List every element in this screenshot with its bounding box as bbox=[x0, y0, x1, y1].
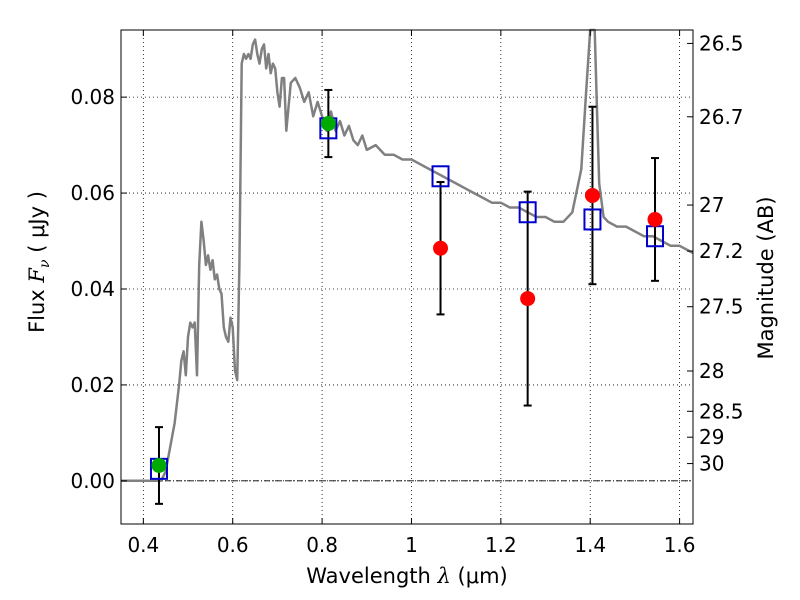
y2-tick-label-0: 26.5 bbox=[699, 31, 744, 55]
y2-tick-label-6: 28.5 bbox=[699, 399, 744, 423]
y2-tick-label-8: 30 bbox=[699, 452, 724, 476]
observed-point-4 bbox=[584, 187, 600, 203]
x-tick-label-0: 0.4 bbox=[127, 533, 159, 557]
y2-tick-label-5: 28 bbox=[699, 359, 724, 383]
y2-axis-label: Magnitude (AB) bbox=[754, 196, 778, 359]
y2-tick-labels: 26.5 26.7 27 27.2 27.5 28 28.529 30 bbox=[699, 31, 744, 475]
observed-point-1 bbox=[320, 116, 336, 132]
y-axis-label: Flux Fν ( μJy ) bbox=[25, 191, 53, 333]
x-tick-labels: 0.4 0.6 0.8 1 1.2 1.4 1.6 bbox=[127, 533, 695, 557]
grid-lines bbox=[121, 30, 693, 524]
model-band-square-2 bbox=[431, 165, 450, 188]
model-band-square-4 bbox=[583, 208, 602, 231]
axis-ticks bbox=[121, 30, 693, 524]
y2-tick-label-7: 29 bbox=[699, 425, 724, 449]
y-tick-labels: 0.00 0.02 0.04 0.06 0.08 bbox=[70, 85, 115, 493]
y-tick-label-2: 0.04 bbox=[70, 277, 115, 301]
y-tick-label-4: 0.08 bbox=[70, 85, 115, 109]
y-tick-label-3: 0.06 bbox=[70, 181, 115, 205]
model-spectrum-line bbox=[121, 28, 694, 483]
observed-points bbox=[151, 116, 663, 473]
observed-point-0 bbox=[151, 457, 167, 473]
model-band-square-3 bbox=[518, 201, 537, 224]
x-tick-label-4: 1.2 bbox=[485, 533, 517, 557]
observed-point-5 bbox=[647, 211, 663, 227]
x-tick-label-2: 0.8 bbox=[306, 533, 338, 557]
observed-point-3 bbox=[520, 291, 536, 307]
observed-point-2 bbox=[433, 240, 449, 256]
x-tick-label-1: 0.6 bbox=[217, 533, 249, 557]
y-tick-label-1: 0.02 bbox=[70, 373, 115, 397]
x-tick-label-6: 1.6 bbox=[664, 533, 696, 557]
x-tick-label-3: 1 bbox=[405, 533, 418, 557]
y2-tick-label-2: 27 bbox=[699, 193, 724, 217]
y2-tick-label-4: 27.5 bbox=[699, 295, 744, 319]
y2-tick-label-3: 27.2 bbox=[699, 239, 744, 263]
y-tick-label-0: 0.00 bbox=[70, 469, 115, 493]
x-axis-label: Wavelength λ (μm) bbox=[306, 564, 507, 588]
model-photometry-squares bbox=[149, 117, 665, 480]
plot-frame bbox=[120, 29, 694, 525]
x-tick-label-5: 1.4 bbox=[574, 533, 606, 557]
y2-tick-label-1: 26.7 bbox=[699, 105, 744, 129]
